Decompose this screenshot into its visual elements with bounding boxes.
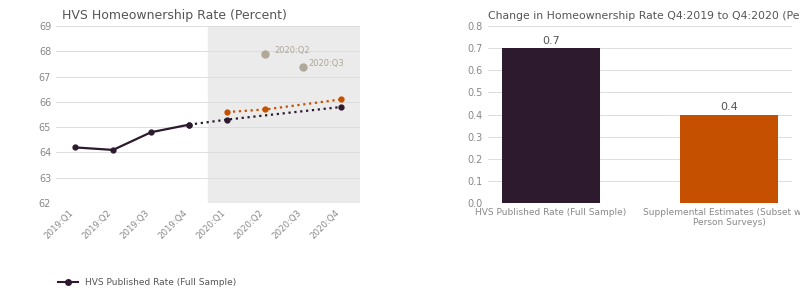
Bar <box>208 26 360 203</box>
Text: Change in Homeownership Rate Q4:2019 to Q4:2020 (Percentage Point): Change in Homeownership Rate Q4:2019 to … <box>488 11 800 21</box>
Bar <box>680 115 778 203</box>
Text: 0.7: 0.7 <box>542 36 560 46</box>
Text: 2020:Q3: 2020:Q3 <box>308 59 344 68</box>
Legend: HVS Published Rate (Full Sample), Supplemental Estimates (Subset w/In-Person Sur: HVS Published Rate (Full Sample), Supple… <box>54 275 334 290</box>
Text: 2020:Q2: 2020:Q2 <box>274 46 310 55</box>
Text: 0.4: 0.4 <box>720 102 738 112</box>
Bar <box>502 48 600 203</box>
Text: HVS Homeownership Rate (Percent): HVS Homeownership Rate (Percent) <box>62 9 287 22</box>
